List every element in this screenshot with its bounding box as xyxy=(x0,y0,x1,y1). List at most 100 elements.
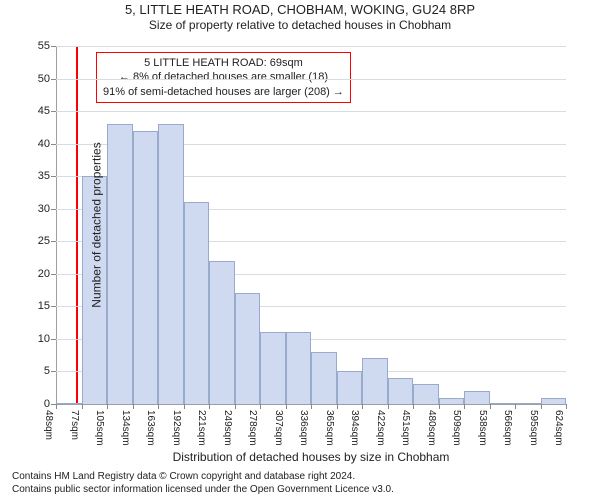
x-tick xyxy=(490,404,491,409)
x-tick xyxy=(311,404,312,409)
title-sub: Size of property relative to detached ho… xyxy=(0,18,600,33)
title-main: 5, LITTLE HEATH ROAD, CHOBHAM, WOKING, G… xyxy=(0,2,600,18)
annotation-line-3: 91% of semi-detached houses are larger (… xyxy=(103,85,344,99)
x-tick-label: 480sqm xyxy=(426,410,437,446)
x-axis-label: Distribution of detached houses by size … xyxy=(56,450,566,464)
x-tick-label: 134sqm xyxy=(120,410,131,446)
y-axis-line xyxy=(56,46,57,404)
histogram-bar xyxy=(260,332,286,404)
histogram-bar xyxy=(209,261,235,404)
histogram-bar xyxy=(388,378,414,404)
x-tick-label: 538sqm xyxy=(477,410,488,446)
x-tick-label: 221sqm xyxy=(196,410,207,446)
y-tick-label: 20 xyxy=(38,268,50,280)
x-tick xyxy=(286,404,287,409)
histogram-bar xyxy=(337,371,363,404)
reference-line xyxy=(76,46,78,404)
x-tick-label: 566sqm xyxy=(502,410,513,446)
x-tick xyxy=(260,404,261,409)
x-tick-label: 278sqm xyxy=(247,410,258,446)
x-tick-label: 509sqm xyxy=(451,410,462,446)
x-tick xyxy=(158,404,159,409)
x-tick xyxy=(362,404,363,409)
histogram-bar xyxy=(158,124,184,404)
y-tick xyxy=(51,111,56,112)
x-tick xyxy=(439,404,440,409)
y-tick-label: 30 xyxy=(38,203,50,215)
footer-line-2: Contains public sector information licen… xyxy=(12,484,394,497)
x-tick xyxy=(184,404,185,409)
histogram-bar xyxy=(515,403,541,404)
x-tick-label: 422sqm xyxy=(375,410,386,446)
y-axis-label: Number of detached properties xyxy=(90,142,104,307)
x-tick-label: 105sqm xyxy=(94,410,105,446)
x-tick xyxy=(413,404,414,409)
x-tick-label: 365sqm xyxy=(324,410,335,446)
x-tick xyxy=(337,404,338,409)
x-tick-label: 192sqm xyxy=(171,410,182,446)
grid-line xyxy=(56,79,566,80)
histogram-bar xyxy=(541,398,567,405)
histogram-bar xyxy=(133,131,159,404)
y-tick-label: 15 xyxy=(38,300,50,312)
x-tick xyxy=(133,404,134,409)
annotation-line-1: 5 LITTLE HEATH ROAD: 69sqm xyxy=(103,56,344,70)
histogram-bar xyxy=(490,403,516,404)
x-tick xyxy=(82,404,83,409)
x-tick xyxy=(541,404,542,409)
y-tick-label: 10 xyxy=(38,333,50,345)
y-tick xyxy=(51,144,56,145)
y-tick xyxy=(51,209,56,210)
x-tick-label: 451sqm xyxy=(400,410,411,446)
y-tick xyxy=(51,79,56,80)
x-tick-label: 595sqm xyxy=(528,410,539,446)
x-tick-label: 77sqm xyxy=(69,410,80,440)
y-tick-label: 5 xyxy=(44,365,50,377)
y-tick xyxy=(51,46,56,47)
x-tick xyxy=(388,404,389,409)
y-tick-label: 45 xyxy=(38,105,50,117)
x-tick-label: 307sqm xyxy=(273,410,284,446)
histogram-bar xyxy=(184,202,210,404)
histogram-bar xyxy=(56,403,82,404)
annotation-box: 5 LITTLE HEATH ROAD: 69sqm ← 8% of detac… xyxy=(96,52,351,103)
y-tick xyxy=(51,306,56,307)
y-tick xyxy=(51,274,56,275)
annotation-line-2: ← 8% of detached houses are smaller (18) xyxy=(103,70,344,84)
grid-line xyxy=(56,46,566,47)
y-tick xyxy=(51,176,56,177)
x-tick xyxy=(235,404,236,409)
x-tick-label: 163sqm xyxy=(145,410,156,446)
grid-line xyxy=(56,111,566,112)
y-tick-label: 50 xyxy=(38,73,50,85)
y-tick-label: 35 xyxy=(38,170,50,182)
histogram-bar xyxy=(464,391,490,404)
histogram-bar xyxy=(413,384,439,404)
x-tick xyxy=(209,404,210,409)
y-tick-label: 25 xyxy=(38,235,50,247)
histogram-bar xyxy=(107,124,133,404)
x-tick-label: 624sqm xyxy=(553,410,564,446)
histogram-bar xyxy=(286,332,312,404)
x-tick xyxy=(107,404,108,409)
x-tick xyxy=(464,404,465,409)
histogram-bar xyxy=(235,293,261,404)
x-tick-label: 249sqm xyxy=(222,410,233,446)
footer-text: Contains HM Land Registry data © Crown c… xyxy=(12,471,394,496)
x-tick-label: 336sqm xyxy=(298,410,309,446)
y-tick-label: 40 xyxy=(38,138,50,150)
x-tick-label: 48sqm xyxy=(43,410,54,440)
footer-line-1: Contains HM Land Registry data © Crown c… xyxy=(12,471,394,484)
y-tick-label: 55 xyxy=(38,40,50,52)
histogram-bar xyxy=(311,352,337,404)
x-tick xyxy=(566,404,567,409)
y-tick xyxy=(51,241,56,242)
histogram-bar xyxy=(439,398,465,405)
x-tick xyxy=(515,404,516,409)
x-tick-label: 394sqm xyxy=(349,410,360,446)
y-tick xyxy=(51,339,56,340)
x-tick xyxy=(56,404,57,409)
y-tick-label: 0 xyxy=(44,398,50,410)
histogram-chart: 5 LITTLE HEATH ROAD: 69sqm ← 8% of detac… xyxy=(56,46,566,404)
histogram-bar xyxy=(362,358,388,404)
